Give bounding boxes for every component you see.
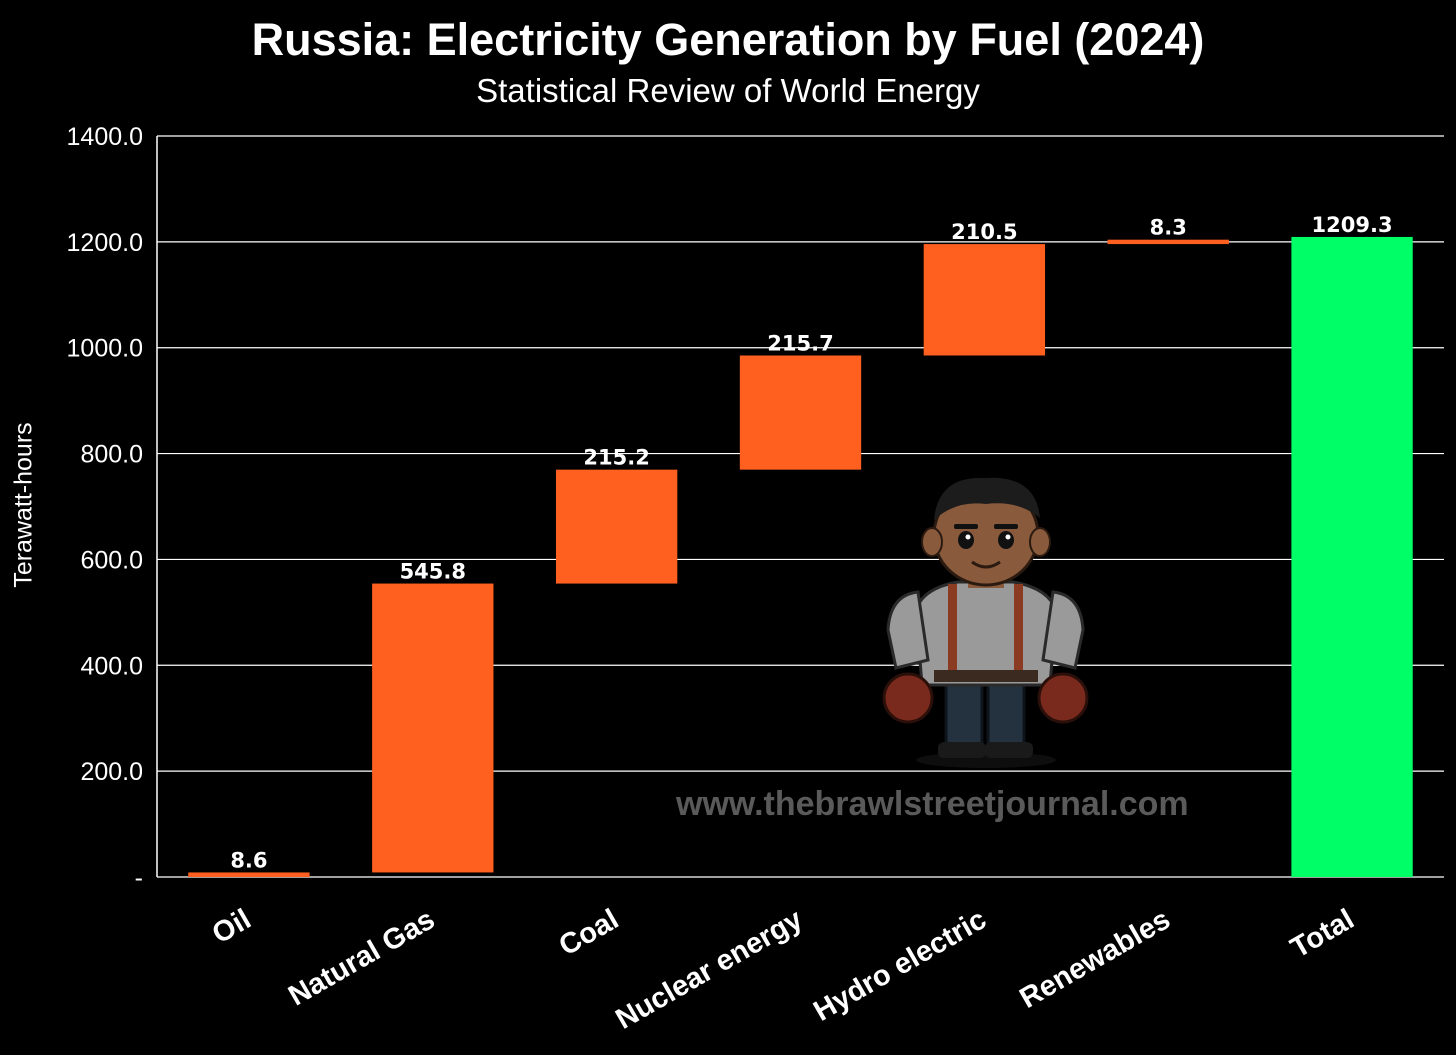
data-label: 215.2: [583, 446, 649, 470]
waterfall-bar: [1107, 239, 1229, 245]
y-tick-label: 800.0: [80, 441, 143, 469]
waterfall-bar: [923, 244, 1046, 356]
x-tick-label: Renewables: [1015, 903, 1176, 1015]
data-label: 545.8: [400, 560, 466, 584]
x-tick-label: Natural Gas: [283, 903, 440, 1012]
y-tick-label: -: [135, 864, 143, 892]
waterfall-bar: [739, 355, 862, 470]
data-label: 8.6: [230, 848, 267, 872]
x-tick-label: Oil: [207, 903, 256, 950]
watermark: www.thebrawlstreetjournal.com: [676, 785, 1189, 823]
data-label: 1209.3: [1312, 213, 1393, 237]
x-tick-label: Hydro electric: [808, 903, 992, 1027]
y-tick-label: 200.0: [80, 758, 143, 786]
y-tick-label: 400.0: [80, 652, 143, 680]
chart-subtitle: Statistical Review of World Energy: [476, 72, 980, 109]
y-tick-label: 600.0: [80, 546, 143, 574]
chart-title: Russia: Electricity Generation by Fuel (…: [251, 14, 1205, 65]
y-tick-label: 1000.0: [67, 335, 143, 363]
x-tick-label: Nuclear energy: [611, 903, 808, 1035]
x-tick-label: Coal: [554, 903, 624, 962]
y-tick-label: 1200.0: [67, 229, 143, 257]
y-tick-label: 1400.0: [67, 123, 143, 151]
waterfall-bar: [555, 469, 678, 584]
data-label: 210.5: [951, 220, 1017, 244]
brawler-mascot-icon: [882, 477, 1089, 768]
waterfall-bar: [372, 583, 494, 873]
x-tick-label: Total: [1285, 903, 1359, 964]
total-bar: [1291, 236, 1413, 877]
data-label: 8.3: [1150, 216, 1187, 240]
waterfall-bar: [188, 872, 310, 877]
data-label: 215.7: [767, 331, 833, 355]
